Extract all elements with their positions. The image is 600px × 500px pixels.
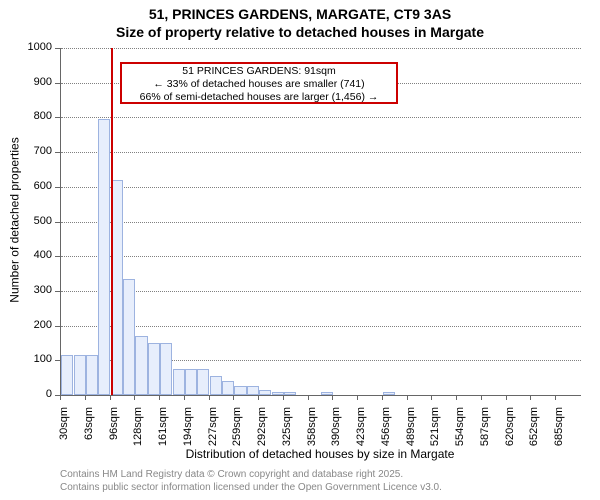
x-tick [332, 395, 333, 400]
gridline [61, 117, 581, 118]
histogram-bar [160, 343, 172, 395]
x-tick [184, 395, 185, 400]
chart-title-line2: Size of property relative to detached ho… [0, 24, 600, 40]
histogram-bar [234, 386, 246, 395]
histogram-bar [74, 355, 86, 395]
histogram-bar [222, 381, 234, 395]
x-tick [209, 395, 210, 400]
x-tick [308, 395, 309, 400]
gridline [61, 152, 581, 153]
annotation-line: 66% of semi-detached houses are larger (… [126, 91, 392, 104]
y-tick [55, 291, 60, 292]
annotation-line: ← 33% of detached houses are smaller (74… [126, 78, 392, 91]
histogram-bar [383, 392, 395, 395]
credits-line: Contains public sector information licen… [60, 481, 442, 494]
y-tick [55, 117, 60, 118]
x-tick [85, 395, 86, 400]
x-tick [407, 395, 408, 400]
x-tick [60, 395, 61, 400]
x-tick [431, 395, 432, 400]
gridline [61, 326, 581, 327]
gridline [61, 291, 581, 292]
histogram-bar [61, 355, 73, 395]
histogram-bar [210, 376, 222, 395]
y-tick [55, 152, 60, 153]
credits-line: Contains HM Land Registry data © Crown c… [60, 468, 442, 481]
x-tick [506, 395, 507, 400]
x-tick [481, 395, 482, 400]
property-marker-line [111, 48, 113, 395]
x-tick [382, 395, 383, 400]
gridline [61, 48, 581, 49]
x-tick [456, 395, 457, 400]
x-tick [555, 395, 556, 400]
y-tick [55, 187, 60, 188]
histogram-bar [98, 119, 110, 395]
y-tick [55, 83, 60, 84]
histogram-bar [86, 355, 98, 395]
gridline [61, 256, 581, 257]
histogram-bar [284, 392, 296, 395]
histogram-bar [123, 279, 135, 395]
y-tick [55, 48, 60, 49]
histogram-bar [173, 369, 185, 395]
annotation-box: 51 PRINCES GARDENS: 91sqm← 33% of detach… [120, 62, 398, 104]
x-tick [530, 395, 531, 400]
y-axis-label: Number of detached properties [7, 46, 21, 393]
x-tick [110, 395, 111, 400]
y-tick [55, 326, 60, 327]
x-tick [357, 395, 358, 400]
x-tick [258, 395, 259, 400]
x-axis-label: Distribution of detached houses by size … [60, 447, 580, 461]
y-tick [55, 360, 60, 361]
chart-title-line1: 51, PRINCES GARDENS, MARGATE, CT9 3AS [0, 6, 600, 22]
x-tick [233, 395, 234, 400]
x-tick [159, 395, 160, 400]
histogram-bar [197, 369, 209, 395]
histogram-bar [135, 336, 147, 395]
histogram-bar [259, 390, 271, 395]
y-tick [55, 256, 60, 257]
credits: Contains HM Land Registry data © Crown c… [60, 468, 442, 494]
gridline [61, 187, 581, 188]
histogram-bar [185, 369, 197, 395]
x-tick [134, 395, 135, 400]
gridline [61, 222, 581, 223]
x-tick [283, 395, 284, 400]
annotation-line: 51 PRINCES GARDENS: 91sqm [126, 65, 392, 78]
histogram-bar [247, 386, 259, 395]
y-tick [55, 222, 60, 223]
histogram-bar [148, 343, 160, 395]
